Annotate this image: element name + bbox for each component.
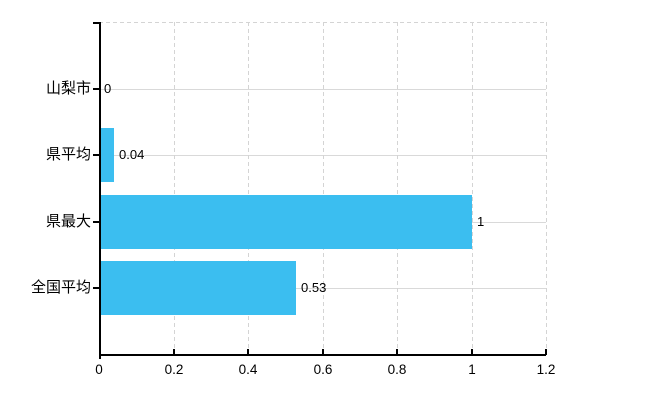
x-axis-tick-label: 1 [468,362,476,377]
x-axis-tick [173,349,175,355]
y-axis-tick [93,87,99,90]
gridline-horizontal [99,155,546,157]
bar-value-label: 0.04 [119,147,145,163]
gridline-vertical [323,22,324,355]
x-axis-tick-label: 0.4 [238,362,258,377]
x-axis-tick-label: 0.6 [313,362,333,377]
x-axis-tick [396,349,398,355]
x-axis-tick-label: 0.8 [387,362,407,377]
gridline-vertical [248,22,249,355]
category-label: 全国平均 [30,279,91,297]
bar [101,194,472,249]
y-axis-tick [93,220,99,223]
gridline-horizontal [99,288,546,290]
bar-value-label: 0 [104,80,112,96]
gridline-vertical [397,22,398,355]
x-axis-line [99,354,546,356]
x-axis-tick-label: 1.2 [536,362,556,377]
y-axis-tick [93,154,99,157]
x-axis-tick [322,349,324,355]
gridline-horizontal [99,88,546,90]
x-axis-tick [471,349,473,355]
bar-value-label: 1 [477,213,485,229]
x-axis-tick [545,349,547,355]
x-axis-tick-label: 0 [95,362,103,377]
gridline-vertical [546,22,547,355]
plot-top-border [99,22,546,23]
category-label: 県平均 [45,146,91,164]
gridline-vertical [174,22,175,355]
category-label: 県最大 [45,212,91,230]
y-axis-tick [93,22,99,24]
bar [101,261,296,316]
bar [101,128,114,183]
x-axis-tick [247,349,249,355]
category-label: 山梨市 [45,79,91,97]
bar-value-label: 0.53 [301,280,327,296]
y-axis-tick [93,287,99,290]
y-axis-line [99,22,101,359]
gridline-vertical [472,22,473,355]
x-axis-tick-label: 0.2 [164,362,184,377]
